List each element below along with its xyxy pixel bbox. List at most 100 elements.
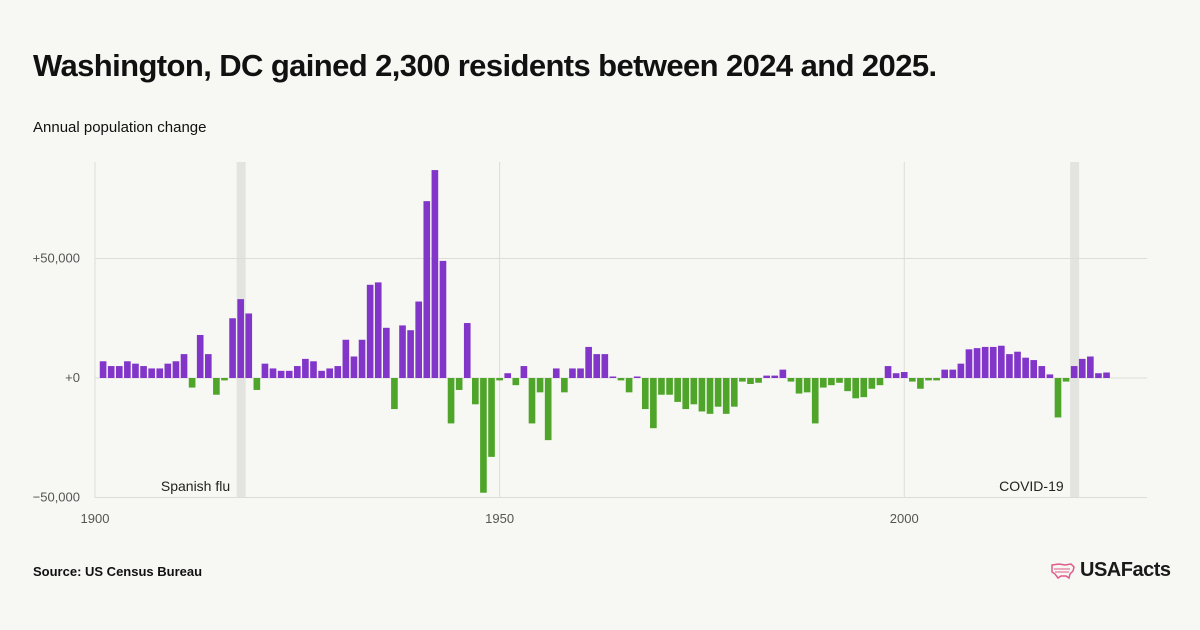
bar-1911 <box>180 354 188 378</box>
logo-text: USAFacts <box>1080 559 1171 581</box>
bar-1958 <box>561 378 568 393</box>
bar-1916 <box>221 378 228 381</box>
bar-1960 <box>577 368 584 378</box>
bar-1990 <box>819 378 827 388</box>
bar-1972 <box>674 378 681 402</box>
bar-1935 <box>374 282 382 378</box>
bar-1952 <box>512 378 520 386</box>
bar-1949 <box>488 378 495 457</box>
bar-1946 <box>463 323 471 378</box>
bar-2008 <box>965 349 973 378</box>
bar-1942 <box>431 170 439 378</box>
bar-2003 <box>925 378 932 381</box>
bar-2020 <box>1062 378 1070 382</box>
bar-1926 <box>302 358 309 378</box>
bar-1932 <box>350 356 358 378</box>
bar-1909 <box>164 363 172 378</box>
bar-2022 <box>1078 358 1086 378</box>
bar-1904 <box>124 361 131 378</box>
bar-1980 <box>739 378 746 382</box>
bar-2015 <box>1022 357 1029 378</box>
bar-1955 <box>536 378 544 393</box>
bar-1912 <box>188 378 196 388</box>
bar-2018 <box>1046 374 1054 378</box>
bar-1965 <box>617 378 625 381</box>
bar-1983 <box>763 375 770 378</box>
bar-2019 <box>1054 378 1062 418</box>
bar-1913 <box>196 334 204 378</box>
bar-1938 <box>399 325 406 378</box>
bar-1919 <box>245 313 253 378</box>
bar-1929 <box>326 368 333 378</box>
bar-2013 <box>1006 354 1013 378</box>
bar-2023 <box>1087 356 1094 378</box>
bar-1933 <box>358 339 366 378</box>
bar-1994 <box>852 378 859 399</box>
bar-1940 <box>415 301 423 378</box>
bar-2014 <box>1014 351 1021 378</box>
bar-1921 <box>261 363 269 378</box>
bar-1915 <box>213 378 220 395</box>
y-tick-label: +0 <box>65 370 80 385</box>
bar-1996 <box>868 378 876 389</box>
bar-1988 <box>803 378 811 393</box>
bar-2005 <box>941 369 949 378</box>
bar-1906 <box>140 366 147 378</box>
bar-1927 <box>310 361 317 378</box>
bar-1902 <box>107 366 115 378</box>
bar-1970 <box>658 378 665 395</box>
bar-1982 <box>755 378 762 383</box>
bar-1991 <box>828 378 835 386</box>
bar-2017 <box>1038 366 1046 378</box>
bar-1993 <box>844 378 851 392</box>
chart-title: Washington, DC gained 2,300 residents be… <box>33 48 937 83</box>
bar-1922 <box>269 368 277 378</box>
bar-1997 <box>876 378 884 386</box>
us-map-icon <box>1050 561 1076 581</box>
bar-2016 <box>1030 360 1038 378</box>
bar-1974 <box>690 378 698 405</box>
bar-2004 <box>933 378 940 381</box>
bar-1945 <box>455 378 463 390</box>
bar-1951 <box>504 373 512 378</box>
bar-1923 <box>277 370 285 378</box>
bar-1928 <box>318 370 325 378</box>
highlight-bands <box>236 162 1080 498</box>
bar-1937 <box>391 378 398 410</box>
bar-1986 <box>787 378 795 382</box>
bar-1944 <box>447 378 455 424</box>
bar-1987 <box>795 378 803 394</box>
x-tick-label: 2000 <box>890 511 919 526</box>
bar-1998 <box>884 366 892 378</box>
bar-1943 <box>439 260 447 378</box>
bar-2002 <box>917 378 924 389</box>
bar-1918 <box>237 299 244 378</box>
bar-2010 <box>981 346 989 378</box>
bar-1968 <box>641 378 649 410</box>
bar-2012 <box>998 345 1005 378</box>
bar-1910 <box>172 361 180 378</box>
y-tick-label: −50,000 <box>33 490 80 505</box>
bar-1963 <box>601 354 609 378</box>
bar-1936 <box>383 327 390 378</box>
bar-1939 <box>407 330 414 378</box>
bar-1989 <box>811 378 819 424</box>
bar-1999 <box>892 373 900 378</box>
bar-2021 <box>1070 366 1078 378</box>
bar-1954 <box>528 378 536 424</box>
bar-1925 <box>293 366 301 378</box>
bar-2025 <box>1103 372 1110 378</box>
bar-1985 <box>779 369 787 378</box>
bars <box>99 170 1110 493</box>
bar-1979 <box>730 378 738 407</box>
source-note: Source: US Census Bureau <box>33 564 203 579</box>
brand-logo[interactable]: USAFacts <box>1050 559 1171 582</box>
bar-1962 <box>593 354 601 378</box>
annotation-2021: COVID-19 <box>999 478 1064 494</box>
bar-1901 <box>99 361 107 378</box>
bar-2001 <box>909 378 916 382</box>
y-tick-label: +50,000 <box>33 251 80 266</box>
bar-1903 <box>115 366 123 378</box>
bar-1984 <box>771 375 779 378</box>
